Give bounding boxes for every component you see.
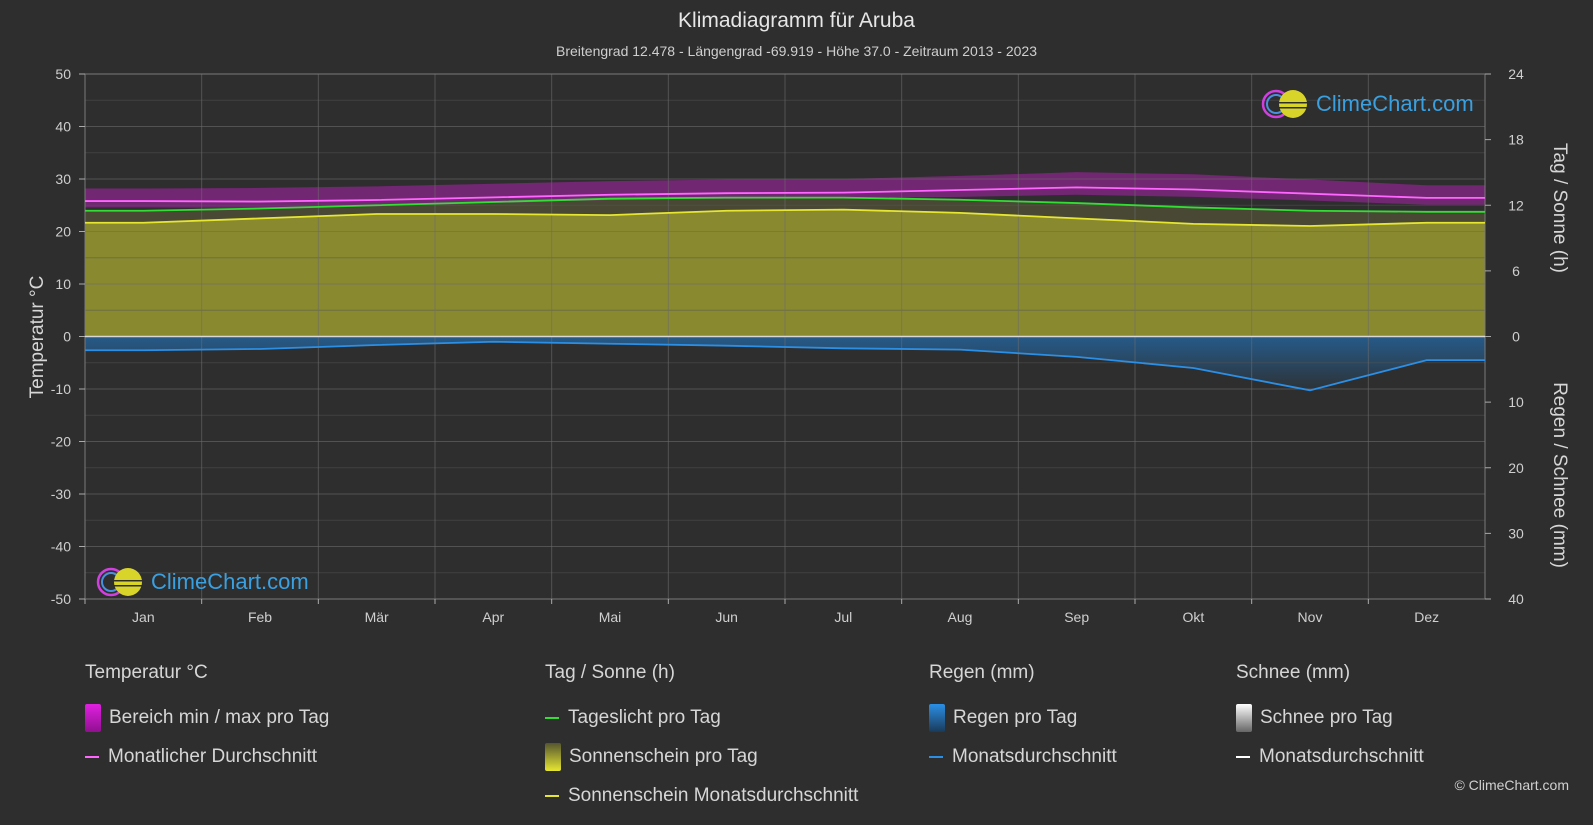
rain-swatch xyxy=(929,703,945,732)
legend-item-daylight: Tageslicht pro Tag xyxy=(545,698,858,737)
right-top-axis-label: Tag / Sonne (h) xyxy=(1549,143,1570,273)
legend-temperature: Temperatur °C Bereich min / max pro Tag … xyxy=(85,662,329,776)
logo-icon xyxy=(96,567,142,597)
legend-heading-temperature: Temperatur °C xyxy=(85,662,208,683)
month-tick-label: Aug xyxy=(948,609,973,625)
legend-sun: Tag / Sonne (h) Tageslicht pro Tag Sonne… xyxy=(545,662,858,815)
logo-top: ClimeChart.com xyxy=(1260,88,1474,120)
sunshine-avg-line-icon xyxy=(545,794,559,797)
logo-bottom: ClimeChart.com xyxy=(95,566,309,598)
month-tick-label: Nov xyxy=(1298,609,1323,625)
left-tick-label: -20 xyxy=(51,434,71,450)
logo-text[interactable]: ClimeChart.com xyxy=(151,569,309,594)
legend-item-snow-day: Schnee pro Tag xyxy=(1236,698,1424,737)
month-tick-label: Jun xyxy=(715,609,738,625)
rain-avg-line xyxy=(85,340,1485,392)
page-title: Klimadiagramm für Aruba xyxy=(678,9,915,32)
snow-swatch xyxy=(1236,703,1252,732)
legend-item-rain-day: Regen pro Tag xyxy=(929,698,1117,737)
legend-heading-sun: Tag / Sonne (h) xyxy=(545,662,675,683)
daylight-line-icon xyxy=(545,716,559,719)
legend-heading-snow: Schnee (mm) xyxy=(1236,662,1351,683)
left-axis-label: Temperatur °C xyxy=(27,276,48,399)
month-tick-label: Jul xyxy=(834,609,852,625)
legend-label: Monatlicher Durchschnitt xyxy=(108,745,318,767)
left-tick-label: 0 xyxy=(63,329,71,345)
climate-chart: 50 40 30 20 10 0 -10 -20 -30 -40 -50 24 18 12 6 0 10 20 30… xyxy=(27,66,1570,625)
right-top-tick-label: 6 xyxy=(1512,263,1520,279)
right-bottom-tick-label: 40 xyxy=(1508,591,1524,607)
right-top-tick-label: 24 xyxy=(1508,66,1524,82)
month-tick-label: Dez xyxy=(1414,609,1439,625)
month-tick-label: Feb xyxy=(248,609,272,625)
legend-item-temp-avg: Monatlicher Durchschnitt xyxy=(85,737,329,776)
legend-heading-rain: Regen (mm) xyxy=(929,662,1035,683)
month-tick-label: Mai xyxy=(599,609,622,625)
legend-item-rain-avg: Monatsdurchschnitt xyxy=(929,737,1117,776)
legend-label: Sonnenschein pro Tag xyxy=(569,745,758,767)
left-tick-label: -50 xyxy=(51,591,71,607)
legend-label: Monatsdurchschnitt xyxy=(952,745,1117,767)
temp-avg-line xyxy=(85,186,1485,203)
copyright: © ClimeChart.com xyxy=(1454,777,1569,793)
legend-item-temp-range: Bereich min / max pro Tag xyxy=(85,698,329,737)
legend-rain: Regen (mm) Regen pro Tag Monatsdurchschn… xyxy=(929,662,1117,776)
legend-label: Monatsdurchschnitt xyxy=(1259,745,1424,767)
page-subtitle: Breitengrad 12.478 - Längengrad -69.919 … xyxy=(556,43,1037,59)
legend-item-sunshine-avg: Sonnenschein Monatsdurchschnitt xyxy=(545,776,858,815)
left-tick-label: 20 xyxy=(55,224,71,240)
sunshine-swatch xyxy=(545,742,561,771)
left-tick-label: -10 xyxy=(51,381,71,397)
right-top-tick-label: 0 xyxy=(1512,329,1520,345)
right-top-tick-label: 18 xyxy=(1508,132,1524,148)
legend-label: Bereich min / max pro Tag xyxy=(109,706,330,728)
legend-label: Sonnenschein Monatsdurchschnitt xyxy=(568,784,859,806)
left-tick-label: -40 xyxy=(51,539,71,555)
temp-range-swatch xyxy=(85,703,101,732)
sunshine-avg-line xyxy=(85,208,1485,227)
month-tick-label: Sep xyxy=(1064,609,1089,625)
month-tick-label: Jan xyxy=(132,609,155,625)
temp-avg-line-icon xyxy=(85,755,99,758)
right-top-tick-label: 12 xyxy=(1508,197,1524,213)
left-tick-label: 30 xyxy=(55,171,71,187)
daylight-line xyxy=(85,196,1485,213)
right-bottom-axis-label: Regen / Schnee (mm) xyxy=(1549,382,1570,568)
left-tick-label: 40 xyxy=(55,119,71,135)
right-bottom-tick-label: 20 xyxy=(1508,460,1524,476)
left-tick-label: -30 xyxy=(51,486,71,502)
legend-item-snow-avg: Monatsdurchschnitt xyxy=(1236,737,1424,776)
left-tick-label: 50 xyxy=(55,66,71,82)
logo-icon xyxy=(1261,89,1307,119)
left-tick-label: 10 xyxy=(55,276,71,292)
legend-snow: Schnee (mm) Schnee pro Tag Monatsdurchsc… xyxy=(1236,662,1424,776)
right-bottom-tick-label: 10 xyxy=(1508,394,1524,410)
right-bottom-tick-label: 30 xyxy=(1508,525,1524,541)
snow-avg-line-icon xyxy=(1236,755,1250,758)
legend-label: Tageslicht pro Tag xyxy=(568,706,721,728)
rain-avg-line-icon xyxy=(929,755,943,758)
month-tick-label: Okt xyxy=(1182,609,1204,625)
logo-text[interactable]: ClimeChart.com xyxy=(1316,91,1474,116)
legend-label: Regen pro Tag xyxy=(953,706,1078,728)
month-tick-label: Mär xyxy=(365,609,389,625)
legend-item-sunshine: Sonnenschein pro Tag xyxy=(545,737,858,776)
legend-label: Schnee pro Tag xyxy=(1260,706,1393,728)
month-tick-label: Apr xyxy=(482,609,504,625)
